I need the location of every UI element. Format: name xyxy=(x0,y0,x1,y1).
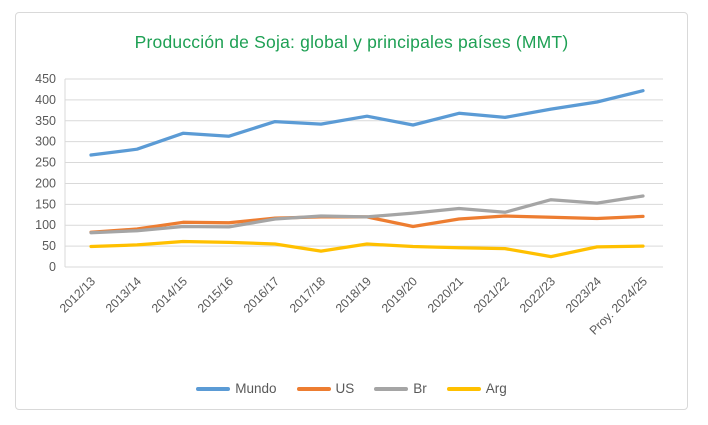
legend-swatch-arg xyxy=(446,386,481,391)
legend: Mundo US Br Arg xyxy=(16,381,687,396)
x-axis-tick-label: 2023/24 xyxy=(563,274,604,315)
chart-frame: Producción de Soja: global y principales… xyxy=(15,12,688,410)
y-axis-tick-label: 250 xyxy=(35,156,56,170)
x-axis-tick-label: 2013/14 xyxy=(103,274,144,315)
y-axis-tick-label: 50 xyxy=(42,239,56,253)
legend-item-arg: Arg xyxy=(446,381,507,396)
x-axis-tick-label: 2020/21 xyxy=(425,274,466,315)
legend-swatch-mundo xyxy=(196,386,231,391)
y-axis-tick-label: 0 xyxy=(49,260,56,274)
legend-swatch-br xyxy=(374,386,409,391)
series-line-arg xyxy=(89,239,645,259)
legend-label: Mundo xyxy=(235,381,277,396)
x-axis-tick-label: 2021/22 xyxy=(471,274,512,315)
y-axis-tick-label: 100 xyxy=(35,218,56,232)
y-axis-tick-label: 150 xyxy=(35,197,56,211)
legend-item-mundo: Mundo xyxy=(196,381,277,396)
y-axis-tick-label: 400 xyxy=(35,93,56,107)
legend-label: US xyxy=(335,381,355,396)
x-axis-tick-label: 2016/17 xyxy=(241,274,282,315)
legend-label: Br xyxy=(413,381,427,396)
chart-title: Producción de Soja: global y principales… xyxy=(134,32,569,52)
x-axis-tick-label: 2017/18 xyxy=(287,274,328,315)
series-line-br xyxy=(89,194,645,235)
x-axis-tick-label: 2018/19 xyxy=(333,274,374,315)
y-axis-tick-label: 300 xyxy=(35,135,56,149)
x-axis-tick-label: 2014/15 xyxy=(149,274,190,315)
y-axis-tick-label: 450 xyxy=(35,72,56,86)
x-axis-tick-label: 2019/20 xyxy=(379,274,420,315)
legend-label: Arg xyxy=(485,381,507,396)
series-line-mundo xyxy=(89,89,645,157)
legend-swatch-us xyxy=(296,386,331,391)
legend-item-br: Br xyxy=(374,381,427,396)
y-axis-tick-label: 350 xyxy=(35,114,56,128)
x-axis-tick-label: 2022/23 xyxy=(517,274,558,315)
legend-item-us: US xyxy=(296,381,355,396)
y-axis-tick-label: 200 xyxy=(35,176,56,190)
x-axis-tick-label: 2015/16 xyxy=(195,274,236,315)
x-axis-tick-label: 2012/13 xyxy=(57,274,98,315)
